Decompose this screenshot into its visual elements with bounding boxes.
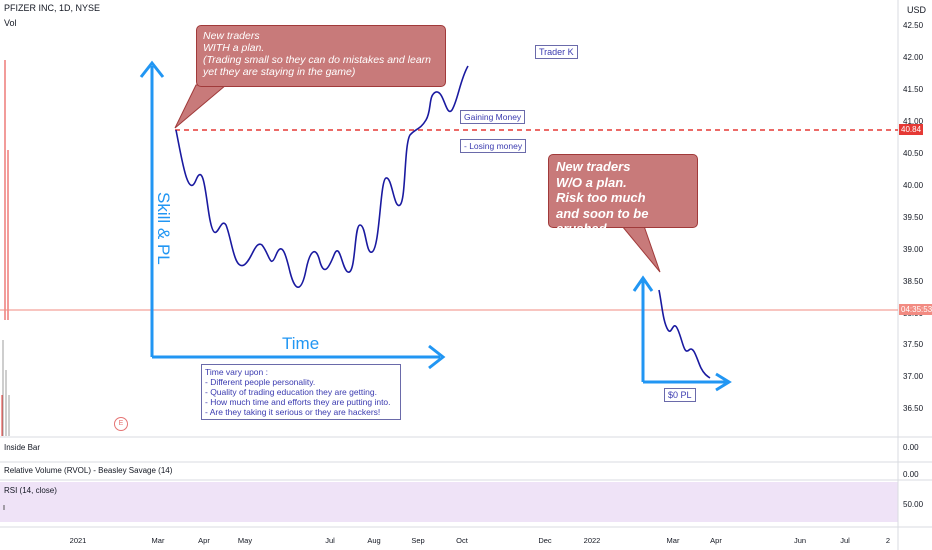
callout-without-plan[interactable]: New traders W/O a plan. Risk too much an… (548, 154, 698, 236)
rsi-band (0, 482, 898, 522)
time-label: Mar (666, 536, 680, 545)
time-label: Sep (411, 536, 425, 545)
time-label: Apr (710, 536, 722, 545)
time-label: May (237, 536, 253, 545)
callout-with-plan-tail (174, 84, 228, 129)
trader-k-label[interactable]: Trader K (535, 45, 578, 59)
price-label: 37.00 (903, 372, 924, 381)
price-label: 39.00 (903, 245, 924, 254)
time-label: Dec (538, 536, 552, 545)
rvol-label[interactable]: Relative Volume (RVOL) - Beasley Savage … (4, 466, 173, 475)
countdown-tag: 04:35:53 (899, 304, 932, 315)
current-price-tag: 40.84 (899, 124, 924, 135)
price-label: 38.50 (903, 277, 924, 286)
time-label: 2021 (69, 536, 87, 545)
skill-time-axes (139, 60, 446, 370)
with-plan-curve (175, 65, 469, 288)
time-label: 2022 (583, 536, 601, 545)
callout-line: New traders (556, 159, 631, 174)
time-label: Apr (198, 536, 210, 545)
note-line: - Different people personality. (205, 377, 316, 387)
price-label: 36.50 (903, 404, 924, 413)
price-label: 42.00 (903, 53, 924, 62)
rsi-value: 50.00 (903, 500, 924, 509)
skill-pl-label[interactable]: Skill & PL (154, 192, 173, 265)
time-label: Jun (793, 536, 807, 545)
callout-line: W/O a plan. (556, 174, 627, 190)
symbol-title[interactable]: PFIZER INC, 1D, NYSE (4, 3, 101, 13)
currency-label: USD (907, 5, 927, 15)
callout-with-plan[interactable]: New traders WITH a plan. (Trading small … (196, 25, 446, 87)
inside-bar-label[interactable]: Inside Bar (4, 443, 41, 452)
time-label: 2 (885, 536, 891, 545)
losing-money-label[interactable]: - Losing money (460, 139, 527, 153)
note-line: - Are they taking it serious or they are… (205, 407, 381, 417)
volume-label: Vol (4, 18, 17, 28)
price-label: 41.50 (903, 85, 924, 94)
time-label: Jul (840, 536, 850, 545)
callout-line: and soon to be crushed (556, 205, 649, 237)
price-label: 40.50 (903, 149, 924, 158)
gaining-money-label[interactable]: Gaining Money (460, 110, 526, 124)
price-label: 41.00 (903, 117, 924, 126)
rvol-value: 0.00 (903, 470, 919, 479)
note-line: - Quality of trading education they are … (205, 387, 377, 397)
time-vary-note[interactable]: Time vary upon : - Different people pers… (201, 364, 401, 420)
callout-line: (Trading small so they can do mistakes a… (203, 54, 431, 66)
price-label: 37.50 (903, 340, 924, 349)
callout-line: yet they are staying in the game) (203, 66, 356, 78)
inside-bar-value: 0.00 (903, 443, 919, 452)
rsi-label[interactable]: RSI (14, close) (4, 486, 57, 495)
time-label: Mar (151, 536, 165, 545)
time-label: Oct (456, 536, 468, 545)
without-plan-curve (658, 289, 711, 379)
volume-bars (1, 60, 10, 510)
note-line: Time vary upon : (205, 367, 268, 377)
zero-pl-label[interactable]: $0 PL (664, 388, 696, 402)
time-axis-label[interactable]: Time (282, 334, 320, 353)
time-label: Jul (325, 536, 335, 545)
callout-line: WITH a plan. (203, 42, 265, 54)
price-label: 40.00 (903, 181, 924, 190)
price-label: 39.50 (903, 213, 924, 222)
earnings-marker-icon[interactable]: E (114, 417, 128, 431)
note-line: - How much time and efforts they are put… (205, 397, 391, 407)
callout-line: Risk too much (556, 190, 646, 205)
pl-time-axes-small (632, 275, 732, 392)
price-label: 42.50 (903, 21, 924, 30)
callout-line: New traders (203, 30, 260, 42)
time-label: Aug (367, 536, 381, 545)
